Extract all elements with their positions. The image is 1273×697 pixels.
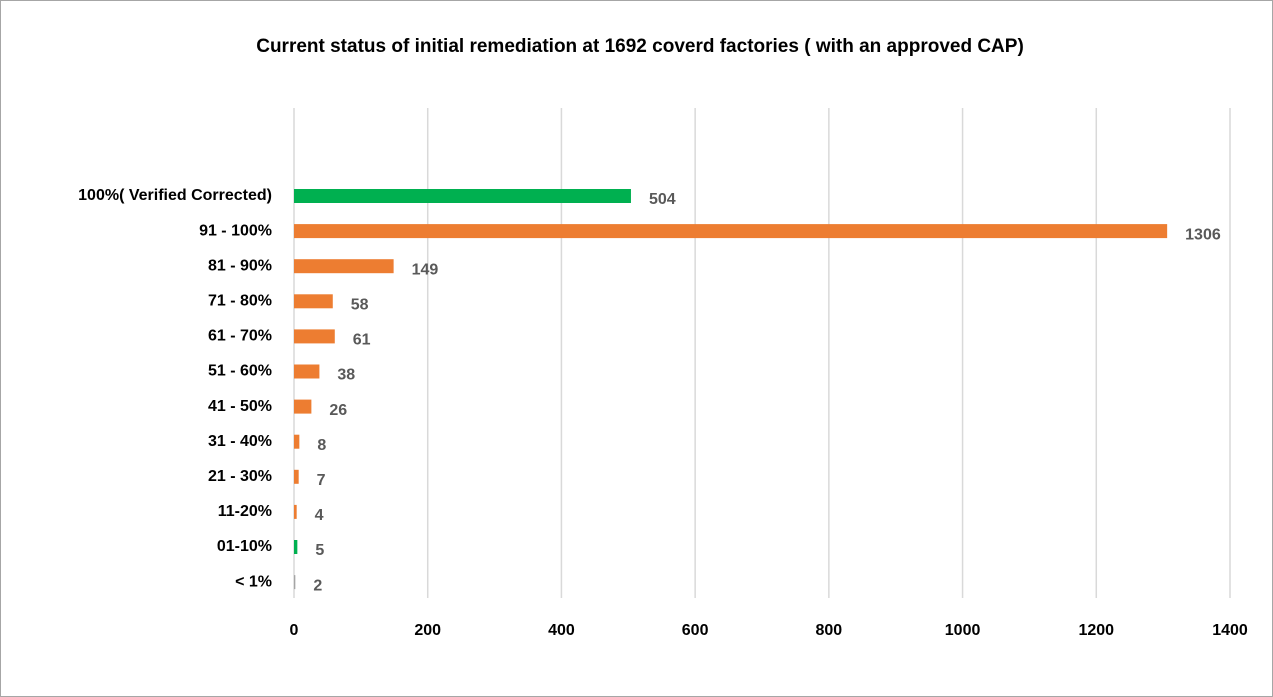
data-label: 26 xyxy=(329,402,347,419)
data-label: 58 xyxy=(351,297,369,314)
y-tick-label: 81 - 90% xyxy=(208,257,272,274)
y-tick-label: 31 - 40% xyxy=(208,433,272,450)
x-tick-label: 600 xyxy=(682,622,709,639)
data-label: 5 xyxy=(315,542,324,559)
data-label: 8 xyxy=(317,437,326,454)
bar xyxy=(294,540,298,554)
y-tick-label: 21 - 30% xyxy=(208,468,272,485)
bar xyxy=(294,329,335,344)
data-label: 38 xyxy=(337,367,355,384)
y-tick-label: 61 - 70% xyxy=(208,328,272,345)
y-tick-label: 71 - 80% xyxy=(208,293,272,310)
x-tick-label: 1400 xyxy=(1212,622,1248,639)
bar xyxy=(294,575,296,590)
x-tick-label: 200 xyxy=(414,622,441,639)
chart-title: Current status of initial remediation at… xyxy=(256,36,1024,57)
data-label: 149 xyxy=(412,261,439,278)
y-tick-label: 01-10% xyxy=(217,538,272,555)
y-tick-label: < 1% xyxy=(235,573,272,590)
data-label: 4 xyxy=(315,507,324,524)
x-tick-label: 1200 xyxy=(1078,622,1114,639)
data-label: 504 xyxy=(649,191,676,208)
bar xyxy=(294,224,1168,239)
y-tick-label: 91 - 100% xyxy=(199,222,272,239)
y-tick-label: 51 - 60% xyxy=(208,363,272,380)
bar xyxy=(294,434,300,449)
bar xyxy=(294,364,320,379)
data-label: 2 xyxy=(313,577,322,594)
bar xyxy=(294,259,394,274)
bar xyxy=(294,399,312,414)
bar xyxy=(294,504,297,519)
bar xyxy=(294,469,299,484)
x-tick-label: 800 xyxy=(816,622,843,639)
x-tick-label: 1000 xyxy=(945,622,981,639)
x-tick-label: 400 xyxy=(548,622,575,639)
y-tick-label: 11-20% xyxy=(218,503,272,520)
data-label: 7 xyxy=(317,472,326,489)
x-tick-label: 0 xyxy=(290,622,299,639)
data-label: 1306 xyxy=(1185,226,1221,243)
data-label: 61 xyxy=(353,332,371,349)
y-tick-label: 100%( Verified Corrected) xyxy=(78,187,272,204)
bar xyxy=(294,189,631,203)
y-tick-label: 41 - 50% xyxy=(208,398,272,415)
bar xyxy=(294,294,333,309)
